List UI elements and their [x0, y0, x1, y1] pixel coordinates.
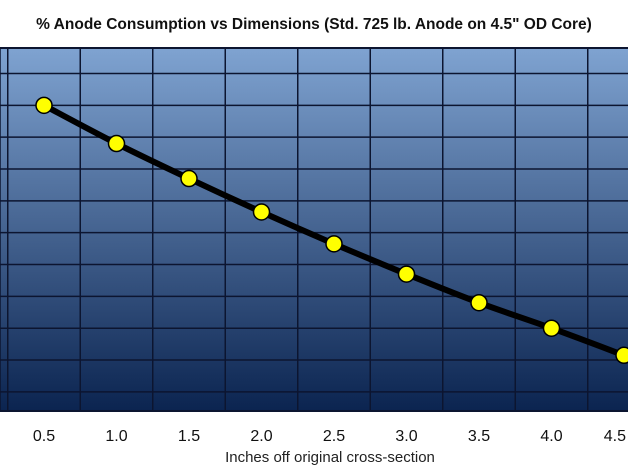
data-point: [252, 203, 271, 221]
x-tick-label: 4.5: [604, 428, 626, 445]
x-tick-label: 2.0: [250, 428, 272, 445]
plot-area: [0, 48, 628, 411]
chart-title: % Anode Consumption vs Dimensions (Std. …: [36, 16, 592, 33]
data-point: [325, 235, 343, 253]
x-axis-label: Inches off original cross-section: [225, 449, 435, 466]
data-point: [615, 346, 628, 365]
x-tick-label: 1.5: [178, 428, 200, 445]
data-point: [470, 293, 488, 312]
x-tick-label: 1.0: [105, 428, 127, 445]
data-point: [107, 134, 126, 153]
data-point: [35, 96, 53, 115]
data-point: [180, 169, 198, 188]
data-points: [35, 96, 628, 365]
x-tick-label: 4.0: [540, 428, 562, 445]
x-tick-label: 2.5: [323, 428, 345, 445]
x-tick-label: 0.5: [33, 428, 55, 445]
data-point: [542, 319, 561, 337]
data-point: [397, 265, 416, 283]
x-tick-label: 3.0: [395, 428, 417, 445]
x-axis-ticks: 0.5 1.0 1.5 2.0 2.5 3.0 3.5 4.0 4.5: [33, 428, 626, 445]
x-tick-label: 3.5: [468, 428, 490, 445]
grid: [0, 47, 628, 412]
